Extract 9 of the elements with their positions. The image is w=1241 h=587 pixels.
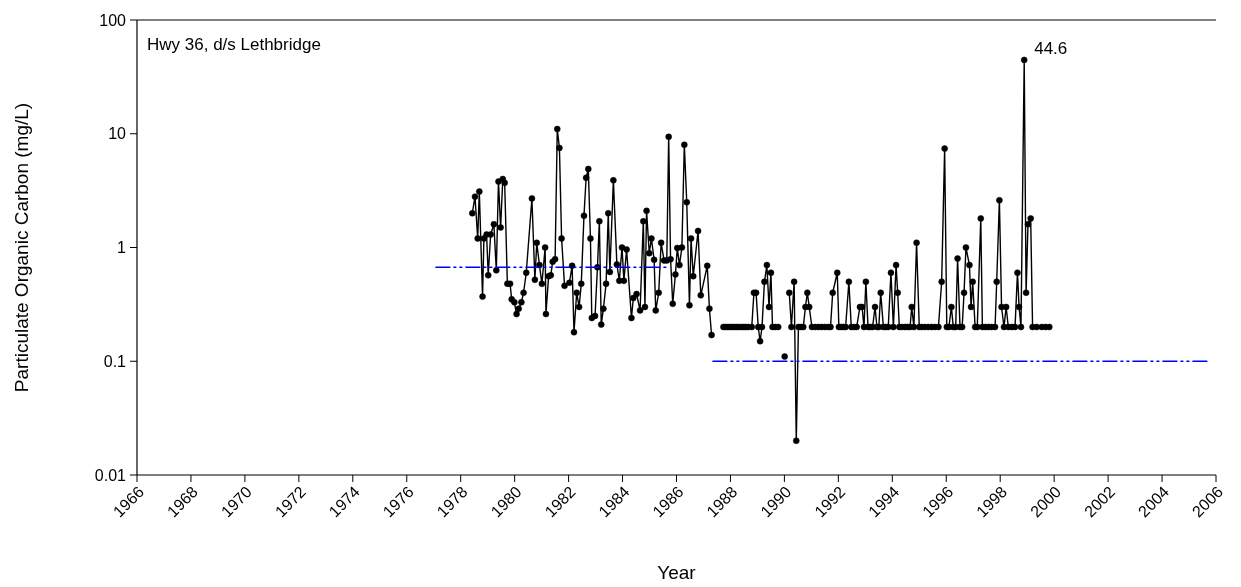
annotation: Hwy 36, d/s Lethbridge xyxy=(147,35,321,54)
y-tick-label: 100 xyxy=(99,11,127,29)
x-axis-title: Year xyxy=(657,562,697,583)
y-tick-label: 0.01 xyxy=(94,466,127,484)
y-tick-label: 10 xyxy=(108,125,127,143)
y-axis-title: Particulate Organic Carbon (mg/L) xyxy=(11,102,32,393)
annotation: 44.6 xyxy=(1034,38,1068,58)
y-tick-label: 1 xyxy=(117,239,127,257)
y-tick-label: 0.1 xyxy=(103,352,127,370)
